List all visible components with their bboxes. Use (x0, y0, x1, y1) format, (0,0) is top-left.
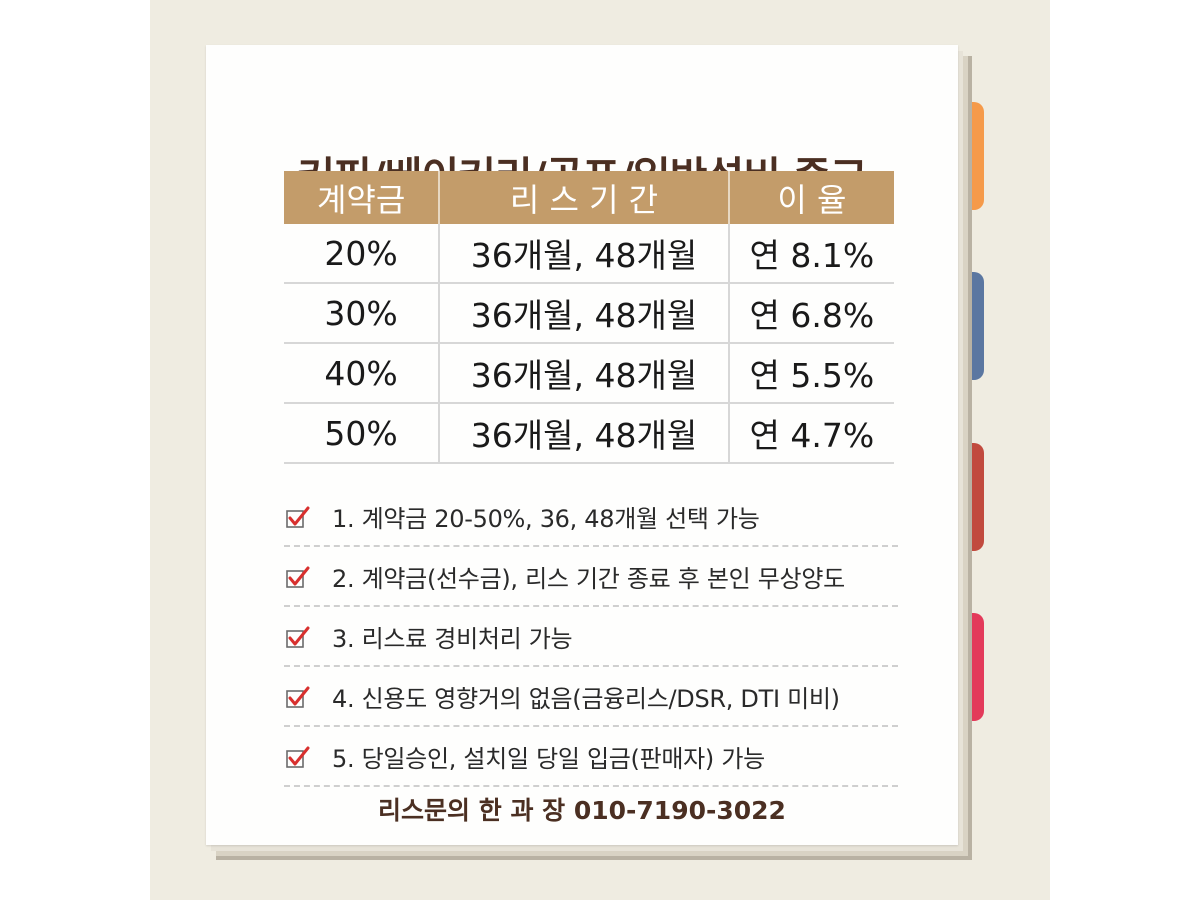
note-text: 2. 계약금(선수금), 리스 기간 종료 후 본인 무상양도 (332, 565, 845, 593)
note-text: 4. 신용도 영향거의 없음(금융리스/DSR, DTI 미비) (332, 685, 840, 713)
checkbox-checked-icon (286, 746, 310, 768)
lease-rate-table: 계약금 리 스 기 간 이 율 20% 36개월, 48개월 연 8.1% 30… (284, 171, 894, 464)
checkbox-checked-icon (286, 566, 310, 588)
checkbox-checked-icon (286, 626, 310, 648)
note-text: 1. 계약금 20-50%, 36, 48개월 선택 가능 (332, 505, 760, 533)
contact-line: 리스문의 한 과 장 010-7190-3022 (378, 796, 786, 825)
cell-period: 36개월, 48개월 (439, 283, 730, 344)
header-deposit: 계약금 (284, 171, 441, 224)
cell-rate: 연 8.1% (728, 224, 894, 284)
note-text: 5. 당일승인, 설치일 당일 입금(판매자) 가능 (332, 745, 765, 773)
list-item: 1. 계약금 20-50%, 36, 48개월 선택 가능 (284, 488, 898, 547)
cell-period: 36개월, 48개월 (439, 403, 730, 464)
table-header-row: 계약금 리 스 기 간 이 율 (284, 171, 894, 224)
cell-deposit: 20% (284, 224, 441, 284)
table-row: 40% 36개월, 48개월 연 5.5% (284, 343, 894, 404)
header-lease-period: 리 스 기 간 (439, 171, 730, 224)
cell-deposit: 40% (284, 343, 441, 404)
document-sheet: 커피/베이커리/골프/일반설비 중고 계약금 리 스 기 간 이 율 20% 3… (206, 45, 958, 845)
cell-deposit: 30% (284, 283, 441, 344)
list-item: 2. 계약금(선수금), 리스 기간 종료 후 본인 무상양도 (284, 548, 898, 607)
cell-rate: 연 6.8% (728, 283, 894, 344)
cell-deposit: 50% (284, 403, 441, 464)
cell-rate: 연 4.7% (728, 403, 894, 464)
table-row: 20% 36개월, 48개월 연 8.1% (284, 224, 894, 284)
table-row: 30% 36개월, 48개월 연 6.8% (284, 283, 894, 344)
list-item: 4. 신용도 영향거의 없음(금융리스/DSR, DTI 미비) (284, 668, 898, 727)
cell-period: 36개월, 48개월 (439, 343, 730, 404)
list-item: 3. 리스료 경비처리 가능 (284, 608, 898, 667)
list-item: 5. 당일승인, 설치일 당일 입금(판매자) 가능 (284, 728, 898, 787)
cell-period: 36개월, 48개월 (439, 224, 730, 284)
checkbox-checked-icon (286, 686, 310, 708)
header-interest-rate: 이 율 (728, 171, 894, 224)
table-row: 50% 36개월, 48개월 연 4.7% (284, 403, 894, 464)
note-text: 3. 리스료 경비처리 가능 (332, 625, 573, 653)
checkbox-checked-icon (286, 506, 310, 528)
conditions-list: 1. 계약금 20-50%, 36, 48개월 선택 가능 2. 계약금(선수금… (284, 488, 898, 788)
cell-rate: 연 5.5% (728, 343, 894, 404)
